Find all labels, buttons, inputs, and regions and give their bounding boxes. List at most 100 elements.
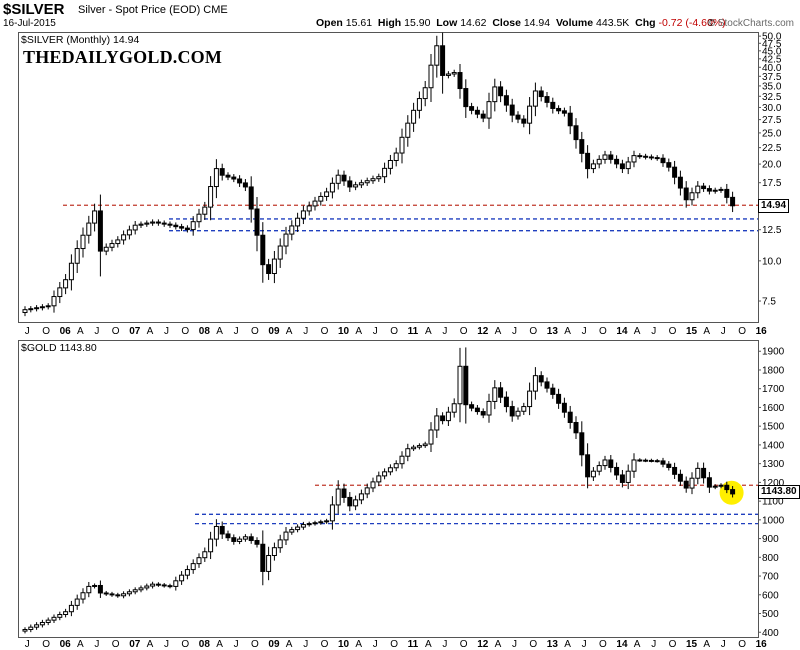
candle[interactable]	[213, 159, 219, 199]
candle[interactable]	[683, 181, 689, 208]
candle[interactable]	[561, 397, 567, 418]
candle[interactable]	[532, 367, 538, 400]
candle[interactable]	[80, 227, 86, 258]
candle[interactable]	[509, 400, 515, 422]
candle[interactable]	[648, 154, 654, 161]
candle[interactable]	[115, 236, 121, 248]
candle[interactable]	[567, 105, 573, 135]
candle[interactable]	[677, 170, 683, 196]
candle[interactable]	[550, 97, 556, 114]
candle[interactable]	[405, 115, 411, 147]
candle[interactable]	[254, 537, 260, 548]
candle[interactable]	[416, 91, 422, 119]
candle[interactable]	[556, 388, 562, 409]
candle[interactable]	[451, 398, 457, 418]
stockcharts-link[interactable]: StockCharts.com	[717, 18, 794, 29]
candle[interactable]	[283, 226, 289, 255]
candle[interactable]	[213, 519, 219, 547]
candle[interactable]	[382, 468, 388, 480]
silver-chart-pane[interactable]: $SILVER (Monthly) 14.94 THEDAILYGOLD.COM	[18, 32, 759, 323]
candle[interactable]	[121, 591, 127, 599]
candle[interactable]	[498, 81, 504, 103]
candle[interactable]	[132, 587, 138, 595]
candle[interactable]	[602, 150, 608, 164]
candle[interactable]	[196, 553, 202, 568]
candle[interactable]	[579, 131, 585, 163]
candle[interactable]	[132, 220, 138, 235]
candle[interactable]	[190, 216, 196, 236]
candle[interactable]	[474, 106, 480, 119]
candle[interactable]	[428, 54, 434, 103]
candle[interactable]	[335, 169, 341, 190]
candle[interactable]	[353, 181, 359, 191]
candle[interactable]	[689, 472, 695, 495]
candle[interactable]	[63, 608, 69, 618]
candle[interactable]	[503, 391, 509, 413]
candle[interactable]	[625, 156, 631, 175]
candle[interactable]	[602, 455, 608, 470]
candle[interactable]	[358, 179, 364, 189]
candle[interactable]	[590, 467, 596, 481]
candle[interactable]	[353, 495, 359, 511]
candle[interactable]	[28, 306, 34, 313]
candle[interactable]	[324, 187, 330, 201]
candle[interactable]	[614, 155, 620, 169]
candle[interactable]	[231, 534, 237, 545]
candle[interactable]	[445, 406, 451, 427]
candle[interactable]	[86, 215, 92, 244]
candle[interactable]	[144, 220, 150, 227]
candle[interactable]	[712, 187, 718, 194]
candle[interactable]	[300, 205, 306, 225]
candle[interactable]	[242, 534, 248, 542]
candle[interactable]	[619, 469, 625, 488]
candle[interactable]	[364, 177, 370, 186]
candle[interactable]	[677, 469, 683, 486]
candle[interactable]	[544, 377, 550, 393]
candle[interactable]	[724, 481, 730, 494]
candle[interactable]	[370, 175, 376, 184]
candle[interactable]	[643, 153, 649, 160]
candle[interactable]	[457, 347, 463, 423]
candle[interactable]	[405, 443, 411, 462]
candle[interactable]	[74, 594, 80, 610]
candle[interactable]	[631, 150, 637, 168]
candle[interactable]	[492, 78, 498, 112]
candle[interactable]	[202, 201, 208, 220]
candle[interactable]	[440, 32, 446, 94]
candle[interactable]	[34, 305, 40, 312]
candle[interactable]	[503, 89, 509, 112]
candle[interactable]	[184, 225, 190, 233]
candle[interactable]	[312, 520, 318, 526]
candle[interactable]	[179, 223, 185, 231]
candle[interactable]	[387, 464, 393, 476]
candle[interactable]	[364, 483, 370, 499]
candle[interactable]	[608, 150, 614, 164]
candle[interactable]	[86, 581, 92, 598]
candle[interactable]	[45, 303, 51, 310]
candle[interactable]	[573, 416, 579, 440]
candle[interactable]	[109, 239, 115, 252]
candle[interactable]	[266, 546, 272, 581]
candle[interactable]	[92, 583, 98, 589]
candle[interactable]	[97, 194, 103, 277]
candle[interactable]	[271, 542, 277, 561]
candle[interactable]	[585, 443, 591, 489]
candle[interactable]	[666, 461, 672, 471]
candle[interactable]	[590, 159, 596, 174]
candle[interactable]	[271, 250, 277, 284]
candle[interactable]	[532, 82, 538, 117]
candle[interactable]	[254, 196, 260, 252]
candle[interactable]	[387, 154, 393, 175]
candle[interactable]	[637, 458, 643, 462]
candle[interactable]	[161, 582, 167, 588]
candle[interactable]	[631, 453, 637, 478]
candle[interactable]	[654, 155, 660, 161]
candle[interactable]	[155, 219, 161, 226]
candle[interactable]	[486, 393, 492, 423]
candle[interactable]	[39, 304, 45, 311]
candle[interactable]	[579, 421, 585, 467]
candle[interactable]	[103, 243, 109, 256]
candle[interactable]	[428, 422, 434, 452]
candle[interactable]	[625, 464, 631, 490]
candle[interactable]	[683, 476, 689, 493]
